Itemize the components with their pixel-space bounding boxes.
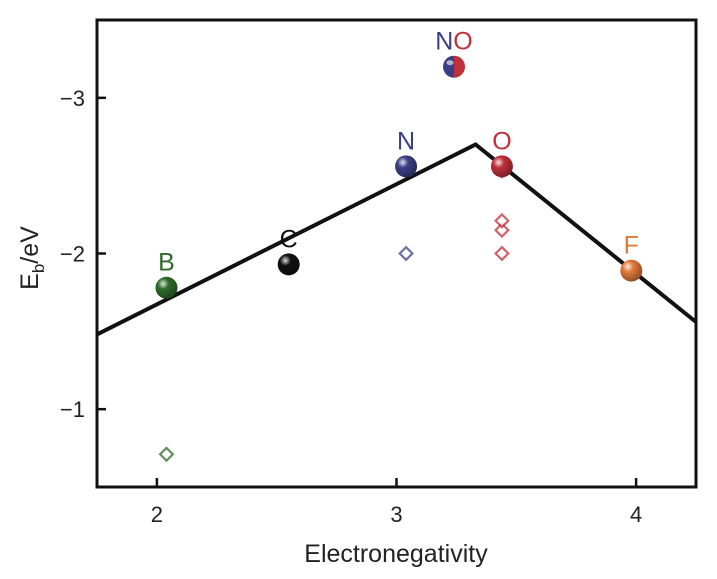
sphere-point-N: [395, 155, 418, 178]
half-sphere-highlight: [446, 60, 454, 66]
sphere-point-B: [155, 276, 178, 299]
points-layer: [155, 55, 643, 463]
open-diamond-point: [494, 212, 510, 229]
y-tick-label: −3: [60, 86, 85, 111]
point-label-B: B: [158, 249, 175, 277]
point-label-part: N: [435, 28, 453, 56]
y-axis-title-sub: b: [29, 264, 48, 273]
point-label-N: N: [397, 127, 415, 155]
x-axis-title: Electronegativity: [304, 540, 488, 568]
open-diamond-point: [494, 222, 510, 239]
point-label-C: C: [280, 225, 298, 253]
x-tick-label: 4: [630, 502, 642, 527]
point-label-F: F: [624, 232, 639, 260]
y-axis-title-rest: /eV: [16, 226, 44, 264]
point-label-O: O: [492, 127, 511, 155]
plot-frame-layer: [95, 18, 698, 489]
point-label-part: O: [453, 28, 472, 56]
plot-frame: [95, 18, 698, 489]
sphere-point-C: [277, 253, 300, 276]
open-diamond-point: [398, 245, 415, 262]
tick-layer: 2 3 4 −1 −2 −3: [60, 86, 642, 527]
point-label-NO: NO: [435, 28, 473, 56]
y-tick-label: −1: [60, 397, 85, 422]
y-tick-label: −2: [60, 242, 85, 267]
x-tick-label: 2: [151, 502, 163, 527]
x-tick-label: 3: [390, 502, 402, 527]
y-axis-title-base: E: [16, 273, 44, 290]
half-sphere-left: [443, 55, 455, 78]
y-axis-title: Eb/eV: [16, 226, 48, 290]
open-diamond-point: [158, 446, 175, 463]
open-diamond-point: [494, 245, 510, 262]
trend-line-layer: [96, 142, 698, 337]
sphere-point-O: [490, 155, 513, 178]
trend-line: [96, 142, 698, 337]
sphere-point-F: [620, 259, 643, 282]
half-sphere-right: [454, 55, 465, 78]
